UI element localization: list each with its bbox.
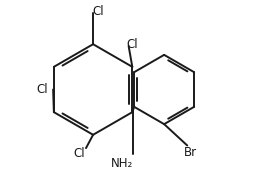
Text: Cl: Cl	[93, 5, 104, 18]
Text: Br: Br	[184, 146, 197, 159]
Text: Cl: Cl	[37, 83, 48, 96]
Text: NH₂: NH₂	[110, 157, 133, 170]
Text: Cl: Cl	[126, 38, 138, 51]
Text: Cl: Cl	[73, 147, 85, 160]
